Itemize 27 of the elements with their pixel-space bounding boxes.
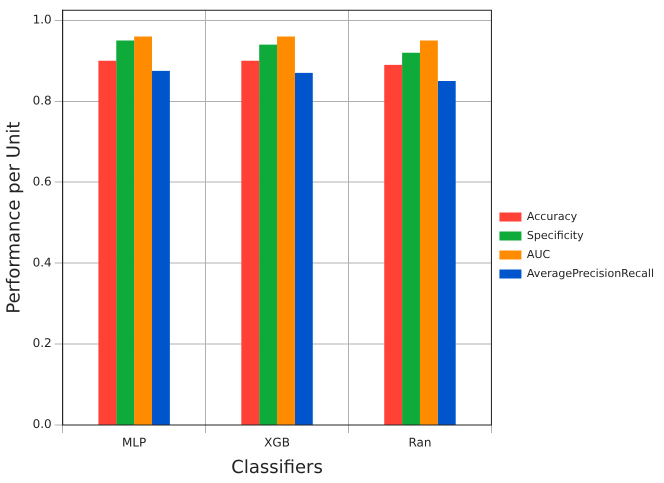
y-axis-title: Performance per Unit [3,122,24,314]
x-tick-label: Ran [408,435,432,450]
legend-label: AveragePrecisionRecall [526,266,654,280]
bar [277,36,295,424]
bar [241,60,260,424]
y-tick-label: 0.8 [32,93,52,108]
legend-label: AUC [526,248,551,261]
bar [402,52,420,424]
y-tick-label: 0.6 [32,174,52,188]
x-axis-title: Classifiers [231,456,323,478]
bar [438,81,456,424]
bar [384,64,402,424]
bar [420,40,438,424]
bar [259,44,278,424]
bar [152,70,170,424]
bar [294,72,313,424]
y-tick-label: 1.0 [32,12,52,26]
y-tick-label: 0.2 [32,336,52,350]
bar [116,40,134,424]
y-tick-label: 0.4 [32,255,52,270]
bar [98,60,116,424]
bar [134,36,152,424]
legend-label: Specificity [526,228,584,242]
legend-label: Accuracy [526,210,578,223]
x-tick-label: XGB [264,435,290,450]
x-tick-label: MLP [122,435,146,450]
y-tick-label: 0.0 [32,417,52,432]
